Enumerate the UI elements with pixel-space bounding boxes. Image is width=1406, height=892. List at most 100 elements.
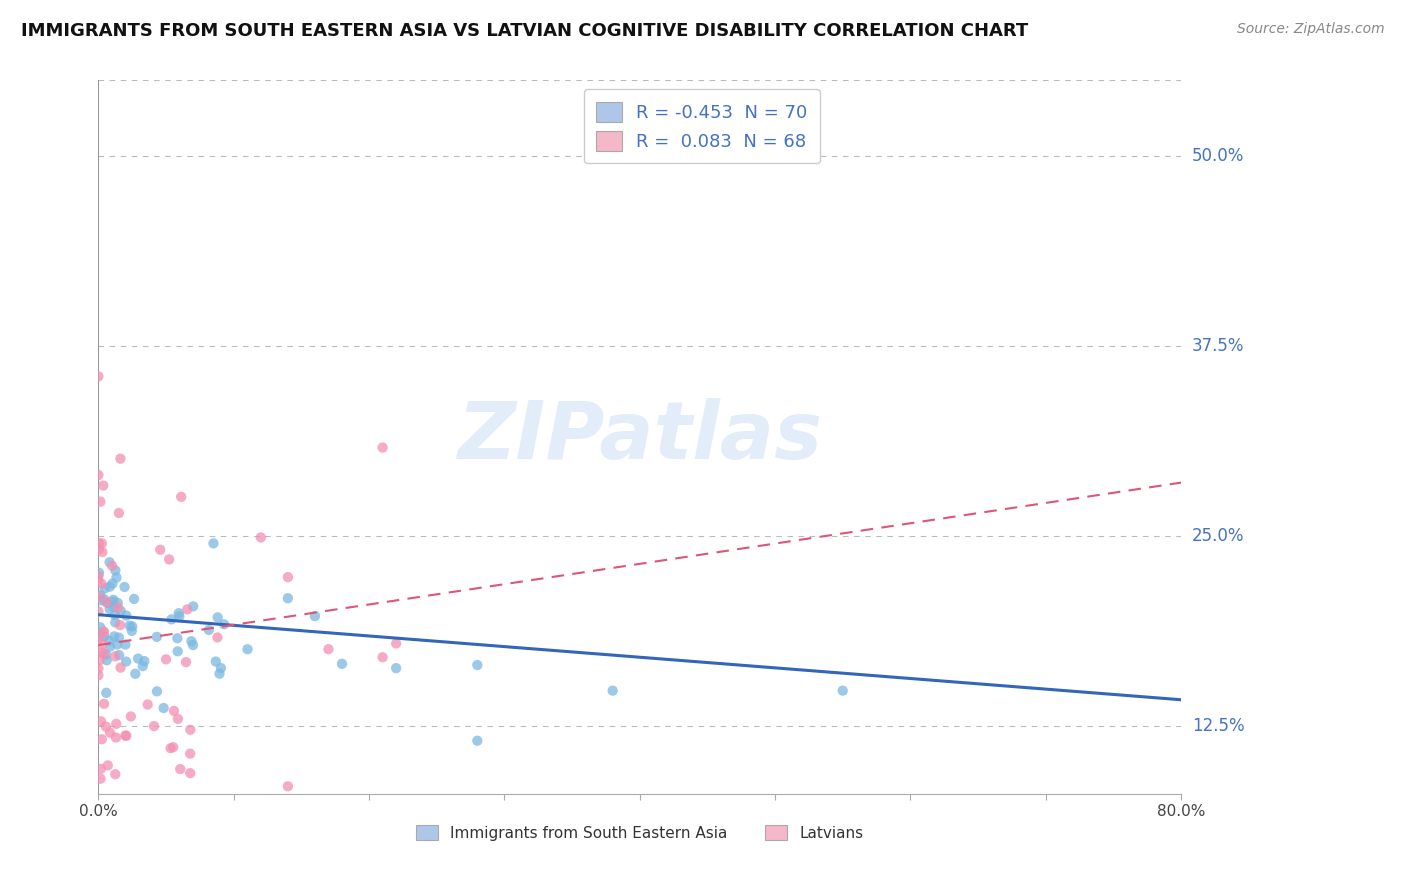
Point <box>304 609 326 624</box>
Point <box>212 617 235 632</box>
Point <box>134 654 156 668</box>
Point <box>204 655 226 669</box>
Point <box>122 591 145 606</box>
Text: 12.5%: 12.5% <box>1192 716 1244 734</box>
Point <box>166 644 188 658</box>
Point <box>155 652 177 666</box>
Point <box>371 650 394 665</box>
Point <box>98 725 121 739</box>
Point <box>202 536 225 550</box>
Point <box>207 610 229 624</box>
Point <box>132 659 155 673</box>
Point <box>97 596 120 610</box>
Text: IMMIGRANTS FROM SOUTH EASTERN ASIA VS LATVIAN COGNITIVE DISABILITY CORRELATION C: IMMIGRANTS FROM SOUTH EASTERN ASIA VS LA… <box>21 22 1028 40</box>
Point <box>90 577 112 591</box>
Point <box>89 620 111 634</box>
Point <box>121 624 143 638</box>
Point <box>385 661 408 675</box>
Point <box>330 657 353 671</box>
Point <box>90 772 112 786</box>
Text: Source: ZipAtlas.com: Source: ZipAtlas.com <box>1237 22 1385 37</box>
Point <box>179 766 201 780</box>
Point <box>101 595 124 609</box>
Point <box>90 593 112 607</box>
Point <box>277 570 299 584</box>
Point <box>93 592 115 607</box>
Point <box>87 569 110 583</box>
Point <box>104 731 127 745</box>
Point <box>115 608 138 623</box>
Point <box>277 779 299 793</box>
Point <box>93 630 115 644</box>
Point <box>91 637 114 651</box>
Point <box>108 618 131 632</box>
Point <box>101 576 124 591</box>
Point <box>104 615 127 630</box>
Point <box>98 555 121 569</box>
Point <box>91 545 114 559</box>
Point <box>146 684 169 698</box>
Point <box>831 683 853 698</box>
Point <box>162 740 184 755</box>
Point <box>115 655 138 669</box>
Point <box>90 762 112 776</box>
Point <box>180 634 202 648</box>
Point <box>105 638 128 652</box>
Point <box>166 632 188 646</box>
Point <box>198 623 221 637</box>
Point <box>107 596 129 610</box>
Point <box>114 729 136 743</box>
Point <box>94 582 117 596</box>
Point <box>90 732 112 747</box>
Point <box>167 712 190 726</box>
Point <box>87 536 110 550</box>
Point <box>143 719 166 733</box>
Point <box>87 590 110 604</box>
Point <box>105 571 128 585</box>
Point <box>94 720 117 734</box>
Point <box>170 490 193 504</box>
Point <box>160 612 183 626</box>
Text: 25.0%: 25.0% <box>1192 527 1244 545</box>
Point <box>124 666 146 681</box>
Point <box>103 592 125 607</box>
Point <box>93 697 115 711</box>
Point <box>87 542 110 557</box>
Point <box>114 580 136 594</box>
Point <box>159 741 181 756</box>
Point <box>89 653 111 667</box>
Point <box>110 660 132 674</box>
Point <box>208 666 231 681</box>
Point <box>114 638 136 652</box>
Point <box>104 767 127 781</box>
Point <box>87 468 110 483</box>
Text: 37.5%: 37.5% <box>1192 337 1244 355</box>
Point <box>96 686 118 700</box>
Point <box>207 631 229 645</box>
Point <box>163 704 186 718</box>
Point <box>136 698 159 712</box>
Point <box>107 600 129 615</box>
Point <box>157 552 180 566</box>
Point <box>108 648 131 662</box>
Point <box>467 733 489 747</box>
Point <box>385 636 408 650</box>
Point <box>96 653 118 667</box>
Point <box>105 716 128 731</box>
Point <box>91 478 114 492</box>
Point <box>121 619 143 633</box>
Point <box>371 441 394 455</box>
Point <box>87 668 110 682</box>
Point <box>152 701 174 715</box>
Point <box>318 642 340 657</box>
Point <box>87 573 110 587</box>
Point <box>115 729 138 743</box>
Point <box>169 609 191 624</box>
Point <box>104 563 127 577</box>
Point <box>94 648 117 662</box>
Point <box>104 607 127 622</box>
Point <box>277 591 299 606</box>
Point <box>103 600 125 615</box>
Point <box>93 625 115 640</box>
Point <box>467 658 489 673</box>
